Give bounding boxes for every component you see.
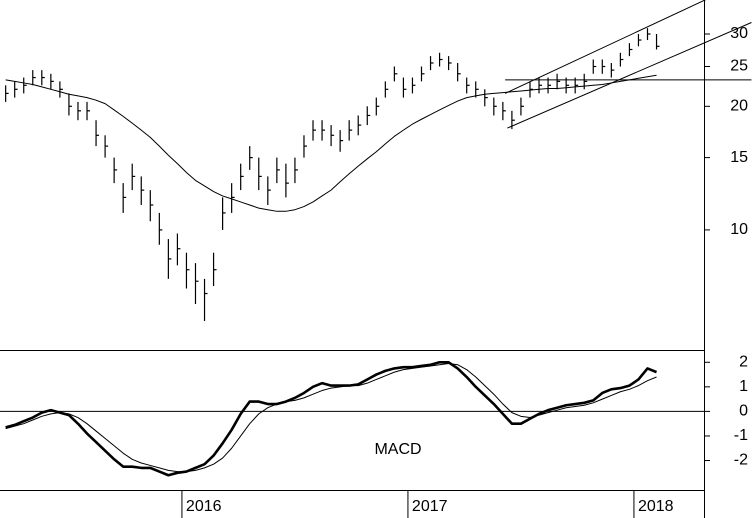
y-tick-label: 1 [739, 378, 748, 395]
y-tick-label: -1 [734, 427, 748, 444]
macd-line [5, 360, 658, 477]
x-tick-label: 2018 [638, 498, 674, 515]
y-tick-label: 20 [730, 98, 748, 115]
macd-line [5, 363, 657, 473]
y-tick-label: 15 [730, 149, 748, 166]
y-tick-label: 25 [730, 58, 748, 75]
annotation: MACD [374, 441, 421, 458]
trendline [507, 22, 752, 129]
trendline [504, 0, 707, 94]
y-tick-label: 10 [730, 221, 748, 238]
x-tick-label: 2016 [186, 498, 222, 515]
y-tick-label: 2 [739, 353, 748, 370]
x-tick-label: 2017 [412, 498, 448, 515]
moving-average [5, 74, 657, 212]
y-tick-label: -2 [734, 452, 748, 469]
y-tick-label: 0 [739, 403, 748, 420]
